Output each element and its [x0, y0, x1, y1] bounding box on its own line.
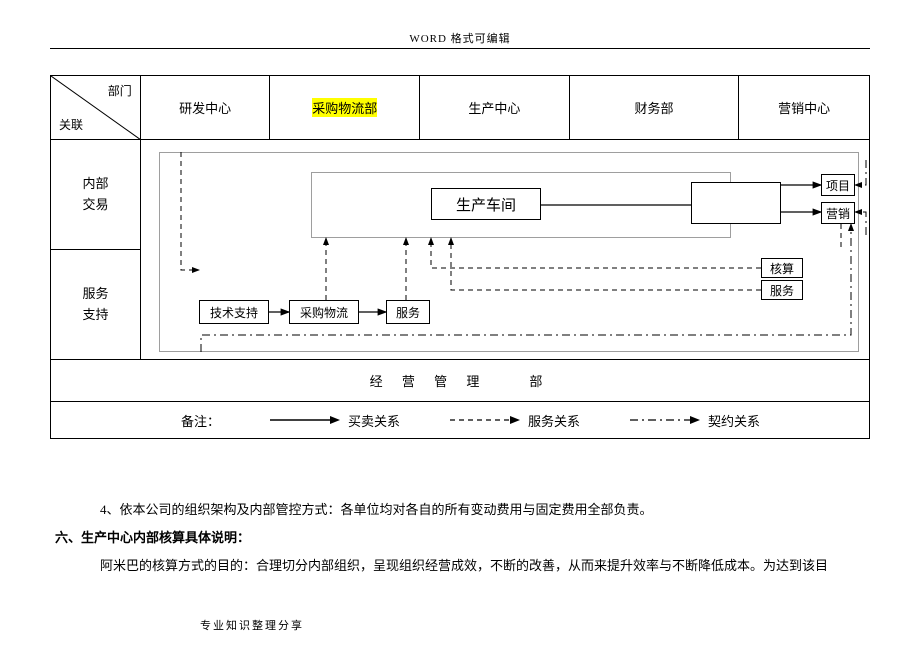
para-6: 阿米巴的核算方式的目的：合理切分内部组织，呈现组织经营成效，不断的改善，从而来提…	[100, 556, 900, 576]
page-footer: 专业知识整理分享	[200, 617, 304, 633]
side-label-bot: 服务 支持	[51, 250, 140, 359]
heading-6: 六、生产中心内部核算具体说明：	[55, 528, 855, 548]
diag-top-label: 部门	[108, 82, 132, 99]
project-box: 项目	[821, 174, 855, 196]
service-right-box: 服务	[761, 280, 803, 300]
diagram-area: 生产车间 项目 营销 核算 服务 技术支持 采购物流 服务	[141, 140, 869, 359]
workshop-box: 生产车间	[431, 188, 541, 220]
org-diagram-table: 部门 关联 研发中心 采购物流部 生产中心 财务部 营销中心 内部 交易 服务 …	[50, 75, 870, 439]
marketing-box: 营销	[821, 202, 855, 224]
legend-label: 备注：	[181, 411, 220, 430]
header-rule	[50, 48, 870, 49]
connectors-svg	[141, 140, 871, 360]
table-body-row: 内部 交易 服务 支持	[51, 140, 869, 360]
page-header: WORD 格式可编辑	[0, 30, 920, 46]
service-left-box: 服务	[386, 300, 430, 324]
legend-item: 买卖关系	[270, 411, 400, 430]
mgmt-row: 经 营 管 理 部	[51, 360, 869, 402]
diag-bot-label: 关联	[59, 116, 83, 133]
accounting-box: 核算	[761, 258, 803, 278]
col-header: 研发中心	[141, 76, 271, 139]
side-labels: 内部 交易 服务 支持	[51, 140, 141, 359]
document-page: WORD 格式可编辑 部门 关联 研发中心 采购物流部 生产中心 财务部 营销中…	[0, 0, 920, 651]
dashed-line-icon	[450, 413, 520, 427]
col-header: 营销中心	[739, 76, 869, 139]
empty-box	[691, 182, 781, 224]
side-label-top: 内部 交易	[51, 140, 140, 250]
solid-line-icon	[270, 413, 340, 427]
legend-item: 服务关系	[450, 411, 580, 430]
highlighted-dept: 采购物流部	[312, 98, 377, 117]
para-4: 4、依本公司的组织架构及内部管控方式：各单位均对各自的所有变动费用与固定费用全部…	[100, 500, 880, 520]
col-header: 财务部	[570, 76, 740, 139]
procurement-box: 采购物流	[289, 300, 359, 324]
legend-item: 契约关系	[630, 411, 760, 430]
table-head-row: 部门 关联 研发中心 采购物流部 生产中心 财务部 营销中心	[51, 76, 869, 140]
dashdot-line-icon	[630, 413, 700, 427]
diag-cell: 部门 关联	[51, 76, 141, 139]
legend-row: 备注： 买卖关系 服务关系 契约关系	[51, 402, 869, 438]
col-header: 生产中心	[420, 76, 570, 139]
tech-support-box: 技术支持	[199, 300, 269, 324]
col-header: 采购物流部	[270, 76, 420, 139]
